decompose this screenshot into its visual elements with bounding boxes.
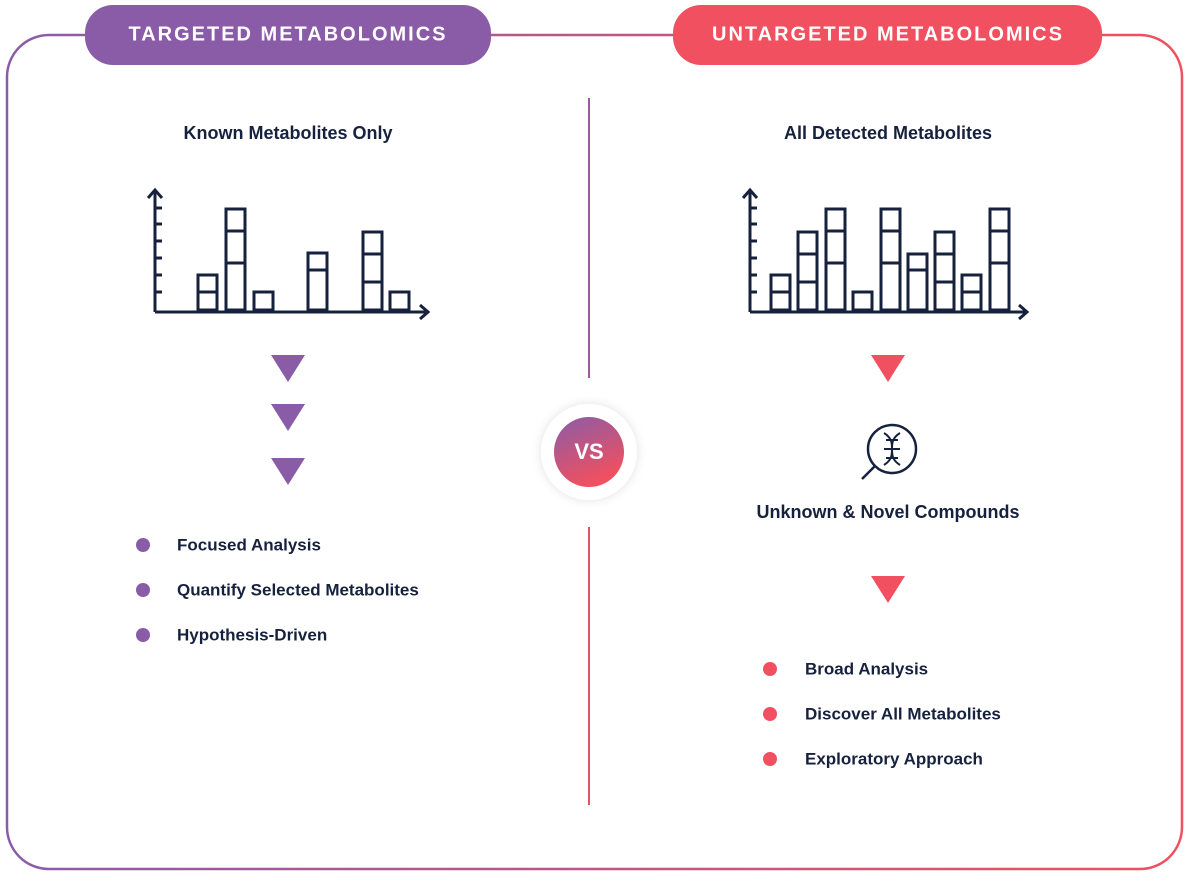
icon-bar xyxy=(851,290,874,312)
bullet-dot xyxy=(763,707,777,721)
right-header: UNTARGETED METABOLOMICS xyxy=(712,23,1064,45)
bullet-text: Focused Analysis xyxy=(177,535,321,554)
icon-bar xyxy=(906,252,929,312)
bullet-dot xyxy=(136,628,150,642)
right-title: All Detected Metabolites xyxy=(784,123,992,143)
icon-bar xyxy=(224,207,247,312)
axes xyxy=(146,187,431,321)
icon-bar xyxy=(252,290,275,312)
bullet-text: Hypothesis-Driven xyxy=(177,625,327,644)
left-arrows xyxy=(271,355,305,485)
arrow xyxy=(871,355,905,382)
icon-bar xyxy=(988,207,1011,312)
arrow xyxy=(271,458,305,485)
icon-bar xyxy=(388,290,411,312)
icon-bar xyxy=(933,230,956,312)
bullet-text: Broad Analysis xyxy=(805,659,928,678)
icon-bar xyxy=(306,251,329,312)
bullet-text: Exploratory Approach xyxy=(805,749,983,768)
left-title: Known Metabolites Only xyxy=(183,123,392,143)
icon-bar xyxy=(824,207,847,312)
right-header-pill xyxy=(673,5,1102,65)
bullet-dot xyxy=(763,662,777,676)
arrow xyxy=(271,404,305,431)
vs-label: VS xyxy=(574,439,603,464)
axes xyxy=(741,187,1030,321)
magnifier-icon xyxy=(861,423,918,480)
bullet-dot xyxy=(136,583,150,597)
arrow xyxy=(271,355,305,382)
arrow xyxy=(871,576,905,603)
vs-circle xyxy=(554,417,624,487)
icon-bar xyxy=(361,230,384,312)
right-result: Unknown & Novel Compounds xyxy=(757,502,1020,522)
right-chart-icon xyxy=(741,187,1030,321)
icon-bar xyxy=(796,230,819,312)
icon-bar xyxy=(879,207,902,312)
left-chart-icon xyxy=(146,187,431,321)
bullet-dot xyxy=(763,752,777,766)
bullet-text: Quantify Selected Metabolites xyxy=(177,580,419,599)
right-arrows xyxy=(871,355,905,603)
left-header: TARGETED METABOLOMICS xyxy=(128,23,447,45)
bullet-dot xyxy=(136,538,150,552)
frame xyxy=(5,33,1184,871)
left-bullets: Focused Analysis Quantify Selected Metabo… xyxy=(136,535,419,644)
bullet-text: Discover All Metabolites xyxy=(805,704,1001,723)
left-header-pill xyxy=(85,5,491,65)
right-bullets: Broad Analysis Discover All Metabolites Ex… xyxy=(763,659,1001,768)
